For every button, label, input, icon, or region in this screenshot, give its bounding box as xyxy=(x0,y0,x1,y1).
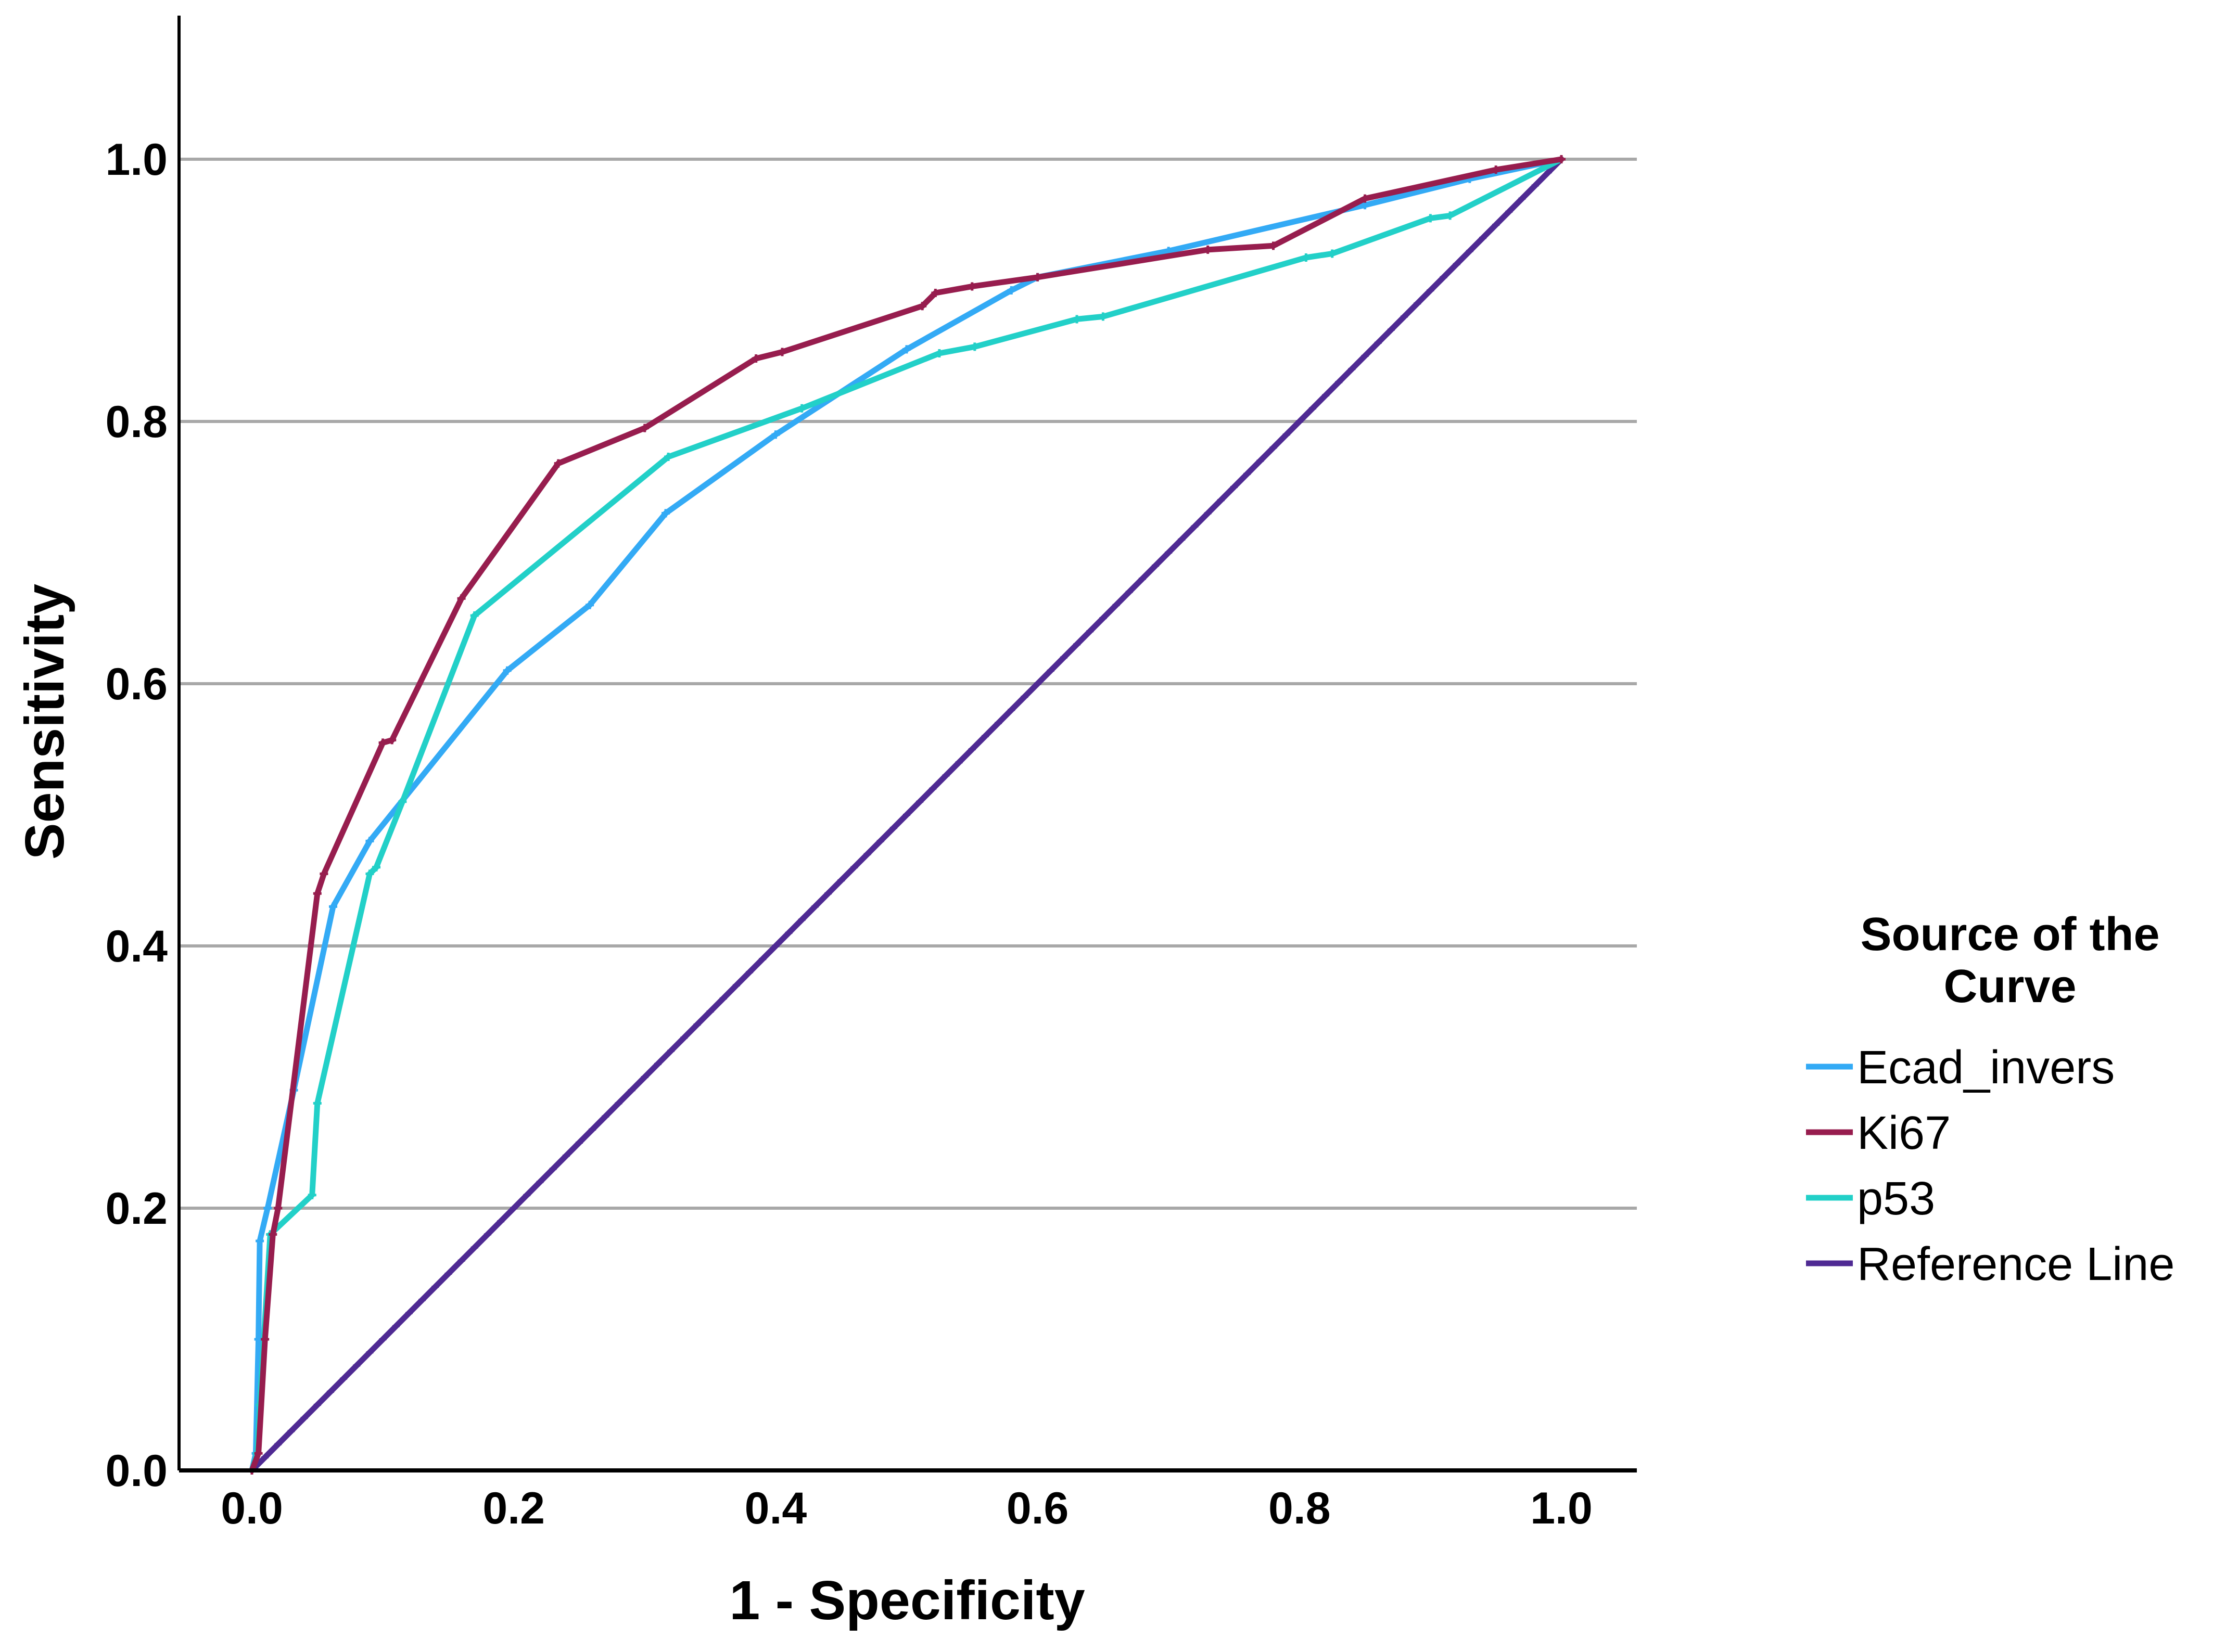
y-axis-title: Sensitivity xyxy=(14,584,75,860)
data-point xyxy=(388,736,397,745)
data-point xyxy=(398,797,407,806)
data-point xyxy=(1073,315,1082,324)
data-point xyxy=(256,1237,264,1245)
data-point xyxy=(935,349,944,357)
legend-label: Ecad_invers xyxy=(1857,1042,2115,1094)
x-tick-label: 0.2 xyxy=(482,1483,545,1533)
data-point xyxy=(378,738,387,747)
x-tick-label: 0.8 xyxy=(1268,1483,1331,1533)
data-point xyxy=(1426,214,1435,223)
data-point xyxy=(640,424,649,432)
data-point xyxy=(554,459,563,468)
y-tick-label: 0.2 xyxy=(105,1184,168,1234)
data-point xyxy=(1203,245,1212,254)
data-point xyxy=(1360,194,1369,203)
data-point xyxy=(372,863,381,872)
data-point xyxy=(664,453,673,462)
data-point xyxy=(328,902,337,911)
series-ki67 xyxy=(248,155,1566,1475)
data-point xyxy=(313,1099,322,1108)
legend-item-ki67: Ki67 xyxy=(1806,1107,1951,1159)
data-point xyxy=(1492,165,1500,174)
series-p53 xyxy=(248,155,1566,1475)
legend-item-ecad-invers: Ecad_invers xyxy=(1806,1042,2115,1094)
data-point xyxy=(254,1449,263,1458)
data-point xyxy=(662,509,670,518)
data-point xyxy=(778,348,786,356)
gridlines xyxy=(179,158,1637,1210)
y-tick-label: 0.8 xyxy=(105,397,168,447)
data-point xyxy=(313,889,322,898)
data-point xyxy=(771,430,780,439)
y-tick-label: 1.0 xyxy=(105,135,168,185)
legend-item-p53: p53 xyxy=(1806,1173,1935,1225)
data-point xyxy=(1007,286,1016,294)
x-tick-label: 0.6 xyxy=(1007,1483,1069,1533)
legend-items: Ecad_invers Ki67 p53 Reference Line xyxy=(1806,1042,2174,1290)
legend-item-reference-line: Reference Line xyxy=(1806,1238,2174,1290)
data-point xyxy=(1099,312,1108,321)
data-point xyxy=(1446,211,1455,220)
data-point xyxy=(1302,253,1311,262)
data-point xyxy=(797,404,806,413)
data-point xyxy=(274,1204,283,1212)
x-axis-title: 1 - Specificity xyxy=(729,1570,1085,1631)
y-tick-label: 0.0 xyxy=(105,1446,168,1496)
legend: Source of the Curve Ecad_invers Ki67 p53 Re… xyxy=(1806,908,2174,1290)
data-point xyxy=(1033,273,1042,281)
data-point xyxy=(261,1335,270,1343)
data-point xyxy=(1269,241,1278,250)
data-point xyxy=(365,837,374,846)
legend-label: p53 xyxy=(1857,1173,1935,1225)
data-point xyxy=(902,345,911,354)
data-point xyxy=(269,1230,277,1239)
data-point xyxy=(470,611,479,620)
data-point xyxy=(968,282,976,291)
data-point xyxy=(1328,249,1337,258)
axes xyxy=(177,16,1637,1472)
legend-title-line-2: Curve xyxy=(1943,961,2076,1013)
data-point xyxy=(320,869,328,878)
legend-title-line-1: Source of the xyxy=(1860,908,2159,961)
data-point xyxy=(503,666,512,675)
data-point xyxy=(308,1190,316,1199)
data-point xyxy=(752,354,760,363)
data-point xyxy=(970,342,979,351)
data-point xyxy=(1557,155,1566,163)
tick-labels: 0.0 0.2 0.4 0.6 0.8 1.0 0.0 0.2 0.4 0.6 0.8 1.0 xyxy=(105,135,1592,1533)
data-point xyxy=(931,289,940,298)
curves xyxy=(248,155,1566,1475)
legend-label: Reference Line xyxy=(1857,1238,2174,1290)
y-tick-label: 0.4 xyxy=(105,921,168,971)
data-point xyxy=(586,600,594,609)
x-tick-label: 0.4 xyxy=(745,1483,807,1533)
data-point xyxy=(365,869,374,878)
x-tick-label: 1.0 xyxy=(1530,1483,1593,1533)
legend-label: Ki67 xyxy=(1857,1107,1951,1159)
x-tick-label: 0.0 xyxy=(221,1483,283,1533)
data-point xyxy=(918,302,927,311)
data-point xyxy=(263,1204,272,1212)
y-tick-label: 0.6 xyxy=(105,659,168,709)
series-reference-line xyxy=(248,155,1566,1475)
data-point xyxy=(457,594,466,603)
